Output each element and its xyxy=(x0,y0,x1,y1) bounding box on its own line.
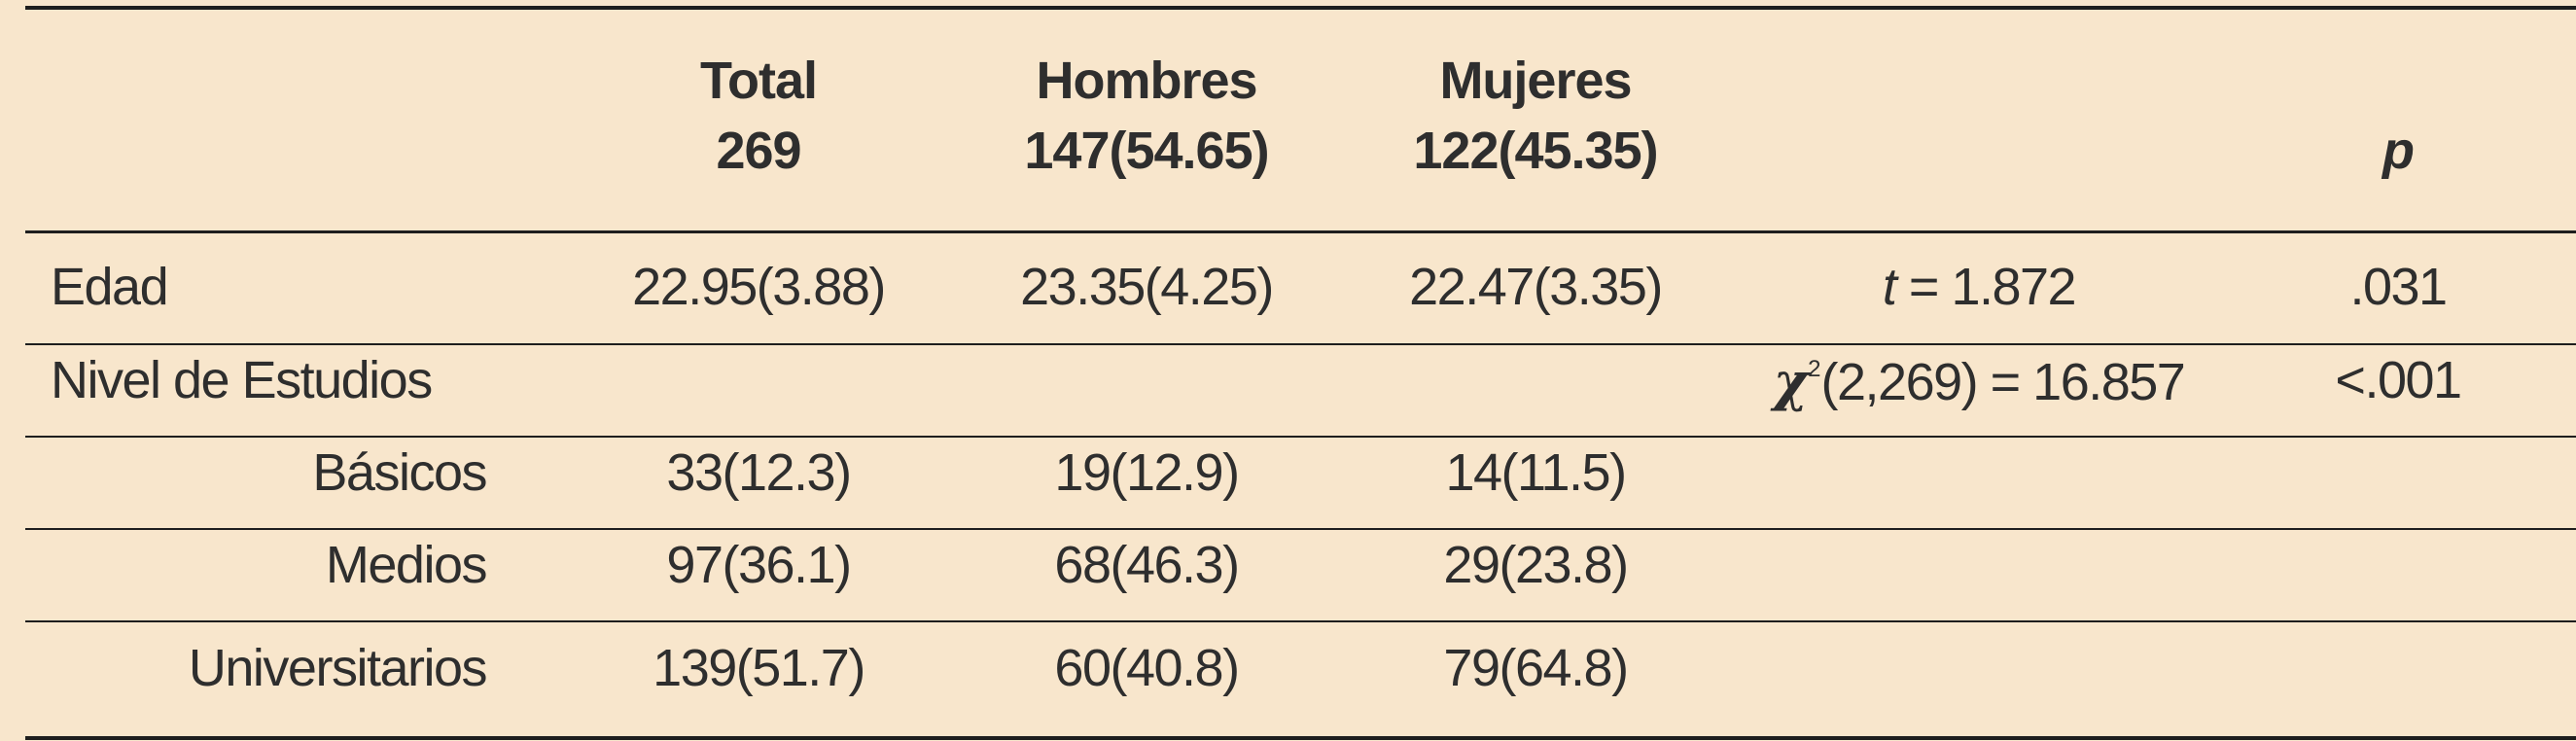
header-p-label: p xyxy=(2382,122,2415,180)
row-divider xyxy=(25,528,2576,530)
cell-statistic: χ2(2,269) = 16.857 xyxy=(1773,350,2186,412)
row-divider xyxy=(25,436,2576,438)
cell-total: 33(12.3) xyxy=(666,443,852,502)
row-label: Nivel de Estudios xyxy=(51,351,433,409)
cell-mujeres: 22.47(3.35) xyxy=(1409,258,1663,316)
row-label: Básicos xyxy=(312,443,487,502)
cell-hombres: 60(40.8) xyxy=(1054,639,1240,697)
statistic-symbol: χ xyxy=(1773,350,1809,412)
statistic-symbol: t xyxy=(1882,258,1897,316)
cell-hombres: 19(12.9) xyxy=(1054,443,1240,502)
header-hombres-label: Hombres xyxy=(1036,52,1257,110)
header-mujeres-label: Mujeres xyxy=(1439,52,1632,110)
row-label: Universitarios xyxy=(188,639,488,697)
cell-hombres: 68(46.3) xyxy=(1054,536,1240,594)
cell-mujeres: 29(23.8) xyxy=(1443,536,1629,594)
header-hombres-n: 147(54.65) xyxy=(1024,122,1269,180)
statistic-superscript: 2 xyxy=(1808,356,1821,382)
cell-p-value: <.001 xyxy=(2335,351,2462,409)
cell-p-value: .031 xyxy=(2349,258,2448,316)
header-total-label: Total xyxy=(700,52,818,110)
header-mujeres-n: 122(45.35) xyxy=(1413,122,1658,180)
cell-mujeres: 79(64.8) xyxy=(1443,639,1629,697)
row-label: Medios xyxy=(325,536,488,594)
statistics-table: Total 269 Hombres 147(54.65) Mujeres 122… xyxy=(25,0,2576,741)
row-label: Edad xyxy=(51,258,169,316)
row-divider xyxy=(25,343,2576,345)
header-total-n: 269 xyxy=(716,122,801,180)
cell-statistic: t = 1.872 xyxy=(1882,257,2077,317)
top-rule xyxy=(25,6,2576,10)
statistic-value: = 1.872 xyxy=(1895,258,2077,316)
row-divider xyxy=(25,620,2576,622)
cell-total: 97(36.1) xyxy=(666,536,852,594)
cell-total: 139(51.7) xyxy=(653,639,865,697)
statistic-value: (2,269) = 16.857 xyxy=(1820,353,2186,411)
cell-total: 22.95(3.88) xyxy=(632,258,886,316)
cell-hombres: 23.35(4.25) xyxy=(1020,258,1274,316)
bottom-rule xyxy=(25,736,2576,740)
cell-mujeres: 14(11.5) xyxy=(1445,443,1627,502)
header-bottom-rule xyxy=(25,230,2576,233)
